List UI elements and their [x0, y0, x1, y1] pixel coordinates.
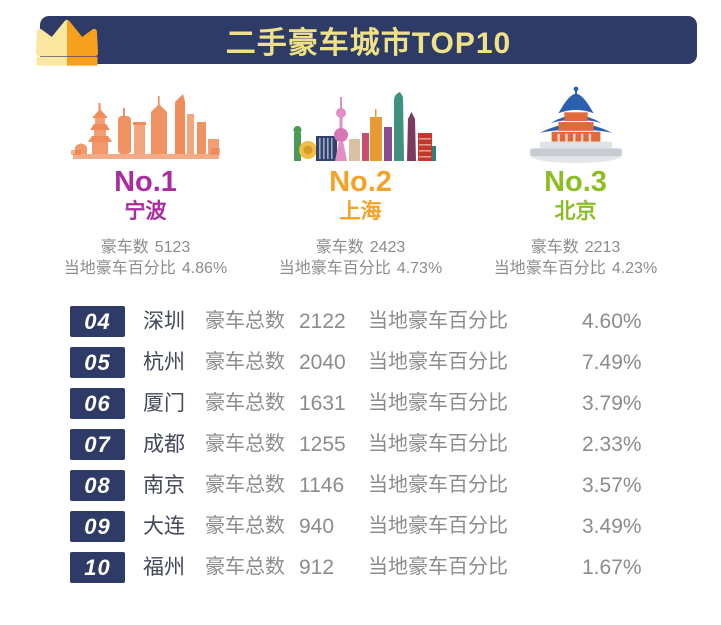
- rank-badge: 04: [70, 306, 125, 337]
- rank-badge: 10: [70, 552, 125, 583]
- count-value: 5123: [154, 239, 191, 256]
- row-percent-label: 当地豪车百分比: [368, 556, 508, 578]
- rank-label: No.2: [329, 166, 392, 198]
- row-count-label: 豪车总数: [205, 433, 285, 455]
- ningbo-skyline-icon: [38, 86, 253, 164]
- rank-badge: 07: [70, 429, 125, 460]
- count-label: 豪车数: [530, 239, 579, 256]
- rank-badge: 05: [70, 347, 125, 378]
- table-row: 04 深圳 豪车总数 2122 当地豪车百分比 4.60%: [0, 304, 721, 345]
- row-percent-value: 4.60%: [582, 310, 642, 333]
- table-row: 09 大连 豪车总数 940 当地豪车百分比 3.49%: [0, 509, 721, 550]
- row-count-value: 2040: [299, 351, 346, 374]
- row-percent-label: 当地豪车百分比: [368, 310, 508, 332]
- row-count-label: 豪车总数: [205, 392, 285, 414]
- percent-value: 4.86%: [181, 260, 228, 277]
- table-row: 05 杭州 豪车总数 2040 当地豪车百分比 7.49%: [0, 345, 721, 386]
- percent-value: 4.73%: [396, 260, 443, 277]
- row-count-label: 豪车总数: [205, 310, 285, 332]
- row-count-value: 1631: [299, 392, 346, 415]
- row-city: 大连: [143, 515, 185, 538]
- row-percent-label: 当地豪车百分比: [368, 392, 508, 414]
- city-stats: 豪车数 2213 当地豪车百分比 4.23%: [468, 237, 683, 279]
- row-count-label: 豪车总数: [205, 474, 285, 496]
- city-stats: 豪车数 2423 当地豪车百分比 4.73%: [253, 237, 468, 279]
- count-line: 豪车数 2423: [253, 237, 468, 258]
- row-percent-label: 当地豪车百分比: [368, 433, 508, 455]
- row-city: 深圳: [143, 310, 185, 333]
- percent-value: 4.23%: [611, 260, 658, 277]
- row-percent-value: 2.33%: [582, 433, 642, 456]
- header-banner: 二手豪车城市TOP10: [40, 16, 697, 64]
- percent-line: 当地豪车百分比 4.73%: [253, 258, 468, 279]
- row-count-value: 1146: [299, 474, 345, 497]
- count-line: 豪车数 5123: [38, 237, 253, 258]
- row-count-label: 豪车总数: [205, 515, 285, 537]
- top-city-card-2: No.2 上海 豪车数 2423 当地豪车百分比 4.73%: [253, 86, 468, 279]
- page-title: 二手豪车城市TOP10: [225, 27, 512, 60]
- percent-line: 当地豪车百分比 4.86%: [38, 258, 253, 279]
- top-city-card-3: No.3 北京 豪车数 2213 当地豪车百分比 4.23%: [468, 86, 683, 279]
- row-percent-value: 3.49%: [582, 515, 642, 538]
- top3-section: No.1 宁波 豪车数 5123 当地豪车百分比 4.86%: [38, 86, 683, 279]
- row-percent-label: 当地豪车百分比: [368, 515, 508, 537]
- rank-label: No.1: [114, 166, 177, 198]
- city-stats: 豪车数 5123 当地豪车百分比 4.86%: [38, 237, 253, 279]
- row-count-value: 2122: [299, 310, 346, 333]
- row-percent-value: 7.49%: [582, 351, 642, 374]
- count-value: 2213: [584, 239, 621, 256]
- table-row: 08 南京 豪车总数 1146 当地豪车百分比 3.57%: [0, 468, 721, 509]
- rank-badge: 06: [70, 388, 125, 419]
- row-count-value: 940: [299, 515, 335, 538]
- row-percent-label: 当地豪车百分比: [368, 474, 508, 496]
- row-count-value: 1255: [299, 433, 346, 456]
- table-row: 10 福州 豪车总数 912 当地豪车百分比 1.67%: [0, 550, 721, 591]
- row-count-value: 912: [299, 556, 335, 579]
- row-city: 厦门: [143, 392, 185, 415]
- city-name: 宁波: [124, 200, 167, 223]
- rank-badge: 09: [70, 511, 125, 542]
- row-city: 杭州: [143, 351, 185, 374]
- count-label: 豪车数: [100, 239, 149, 256]
- row-city: 福州: [143, 556, 185, 579]
- count-value: 2423: [369, 239, 406, 256]
- row-count-label: 豪车总数: [205, 351, 285, 373]
- top-city-card-1: No.1 宁波 豪车数 5123 当地豪车百分比 4.86%: [38, 86, 253, 279]
- row-city: 成都: [143, 433, 185, 456]
- count-label: 豪车数: [315, 239, 364, 256]
- row-city: 南京: [143, 474, 185, 497]
- rank-label: No.3: [544, 166, 607, 198]
- rank-badge: 08: [70, 470, 125, 501]
- percent-line: 当地豪车百分比 4.23%: [468, 258, 683, 279]
- row-percent-value: 1.67%: [582, 556, 642, 579]
- city-name: 上海: [339, 200, 382, 223]
- temple-of-heaven-icon: [468, 86, 683, 164]
- crown-icon: [26, 17, 108, 69]
- percent-label: 当地豪车百分比: [63, 260, 176, 277]
- row-count-label: 豪车总数: [205, 556, 285, 578]
- row-percent-value: 3.79%: [582, 392, 642, 415]
- shanghai-skyline-icon: [253, 86, 468, 164]
- rank-table: 04 深圳 豪车总数 2122 当地豪车百分比 4.60% 05 杭州 豪车总数…: [0, 304, 721, 591]
- table-row: 07 成都 豪车总数 1255 当地豪车百分比 2.33%: [0, 427, 721, 468]
- count-line: 豪车数 2213: [468, 237, 683, 258]
- city-name: 北京: [554, 200, 597, 223]
- row-percent-value: 3.57%: [582, 474, 642, 497]
- table-row: 06 厦门 豪车总数 1631 当地豪车百分比 3.79%: [0, 386, 721, 427]
- row-percent-label: 当地豪车百分比: [368, 351, 508, 373]
- percent-label: 当地豪车百分比: [278, 260, 391, 277]
- percent-label: 当地豪车百分比: [493, 260, 606, 277]
